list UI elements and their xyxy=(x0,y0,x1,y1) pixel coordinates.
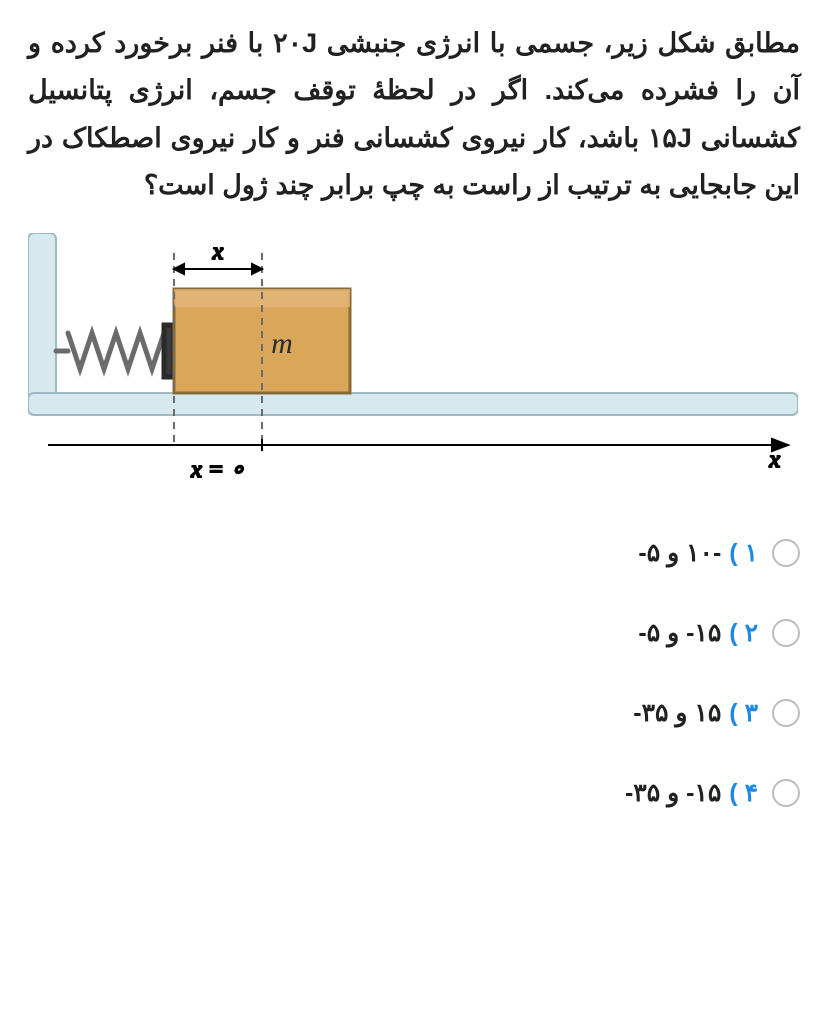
option-text: ۱۵- و ۳۵- xyxy=(625,778,721,808)
svg-text:m: m xyxy=(271,327,293,360)
svg-text:x: x xyxy=(212,239,224,265)
option-2[interactable]: ۲ ) ۱۵- و ۵- xyxy=(28,618,800,648)
radio-icon xyxy=(772,699,800,727)
options-list: ۱ ) -۱۰ و ۵- ۲ ) ۱۵- و ۵- ۳ ) ۱۵ و ۳۵- ۴… xyxy=(28,538,800,808)
option-text: ۱۵ و ۳۵- xyxy=(633,698,721,728)
option-number: ۴ ) xyxy=(729,778,758,808)
option-3[interactable]: ۳ ) ۱۵ و ۳۵- xyxy=(28,698,800,728)
option-number: ۲ ) xyxy=(729,618,758,648)
option-number: ۳ ) xyxy=(729,698,758,728)
option-1[interactable]: ۱ ) -۱۰ و ۵- xyxy=(28,538,800,568)
svg-text:x: x xyxy=(768,447,780,473)
svg-text:x = ∘: x = ∘ xyxy=(190,457,245,483)
question-text: مطابق شکل زیر، جسمی با انرژی جنبشی ۲۰J ب… xyxy=(28,20,800,209)
physics-figure: m x x x = ∘ xyxy=(28,233,800,498)
option-text: ۱۵- و ۵- xyxy=(638,618,721,648)
option-4[interactable]: ۴ ) ۱۵- و ۳۵- xyxy=(28,778,800,808)
option-number: ۱ ) xyxy=(729,538,758,568)
radio-icon xyxy=(772,619,800,647)
radio-icon xyxy=(772,539,800,567)
option-text: -۱۰ و ۵- xyxy=(638,538,721,568)
radio-icon xyxy=(772,779,800,807)
